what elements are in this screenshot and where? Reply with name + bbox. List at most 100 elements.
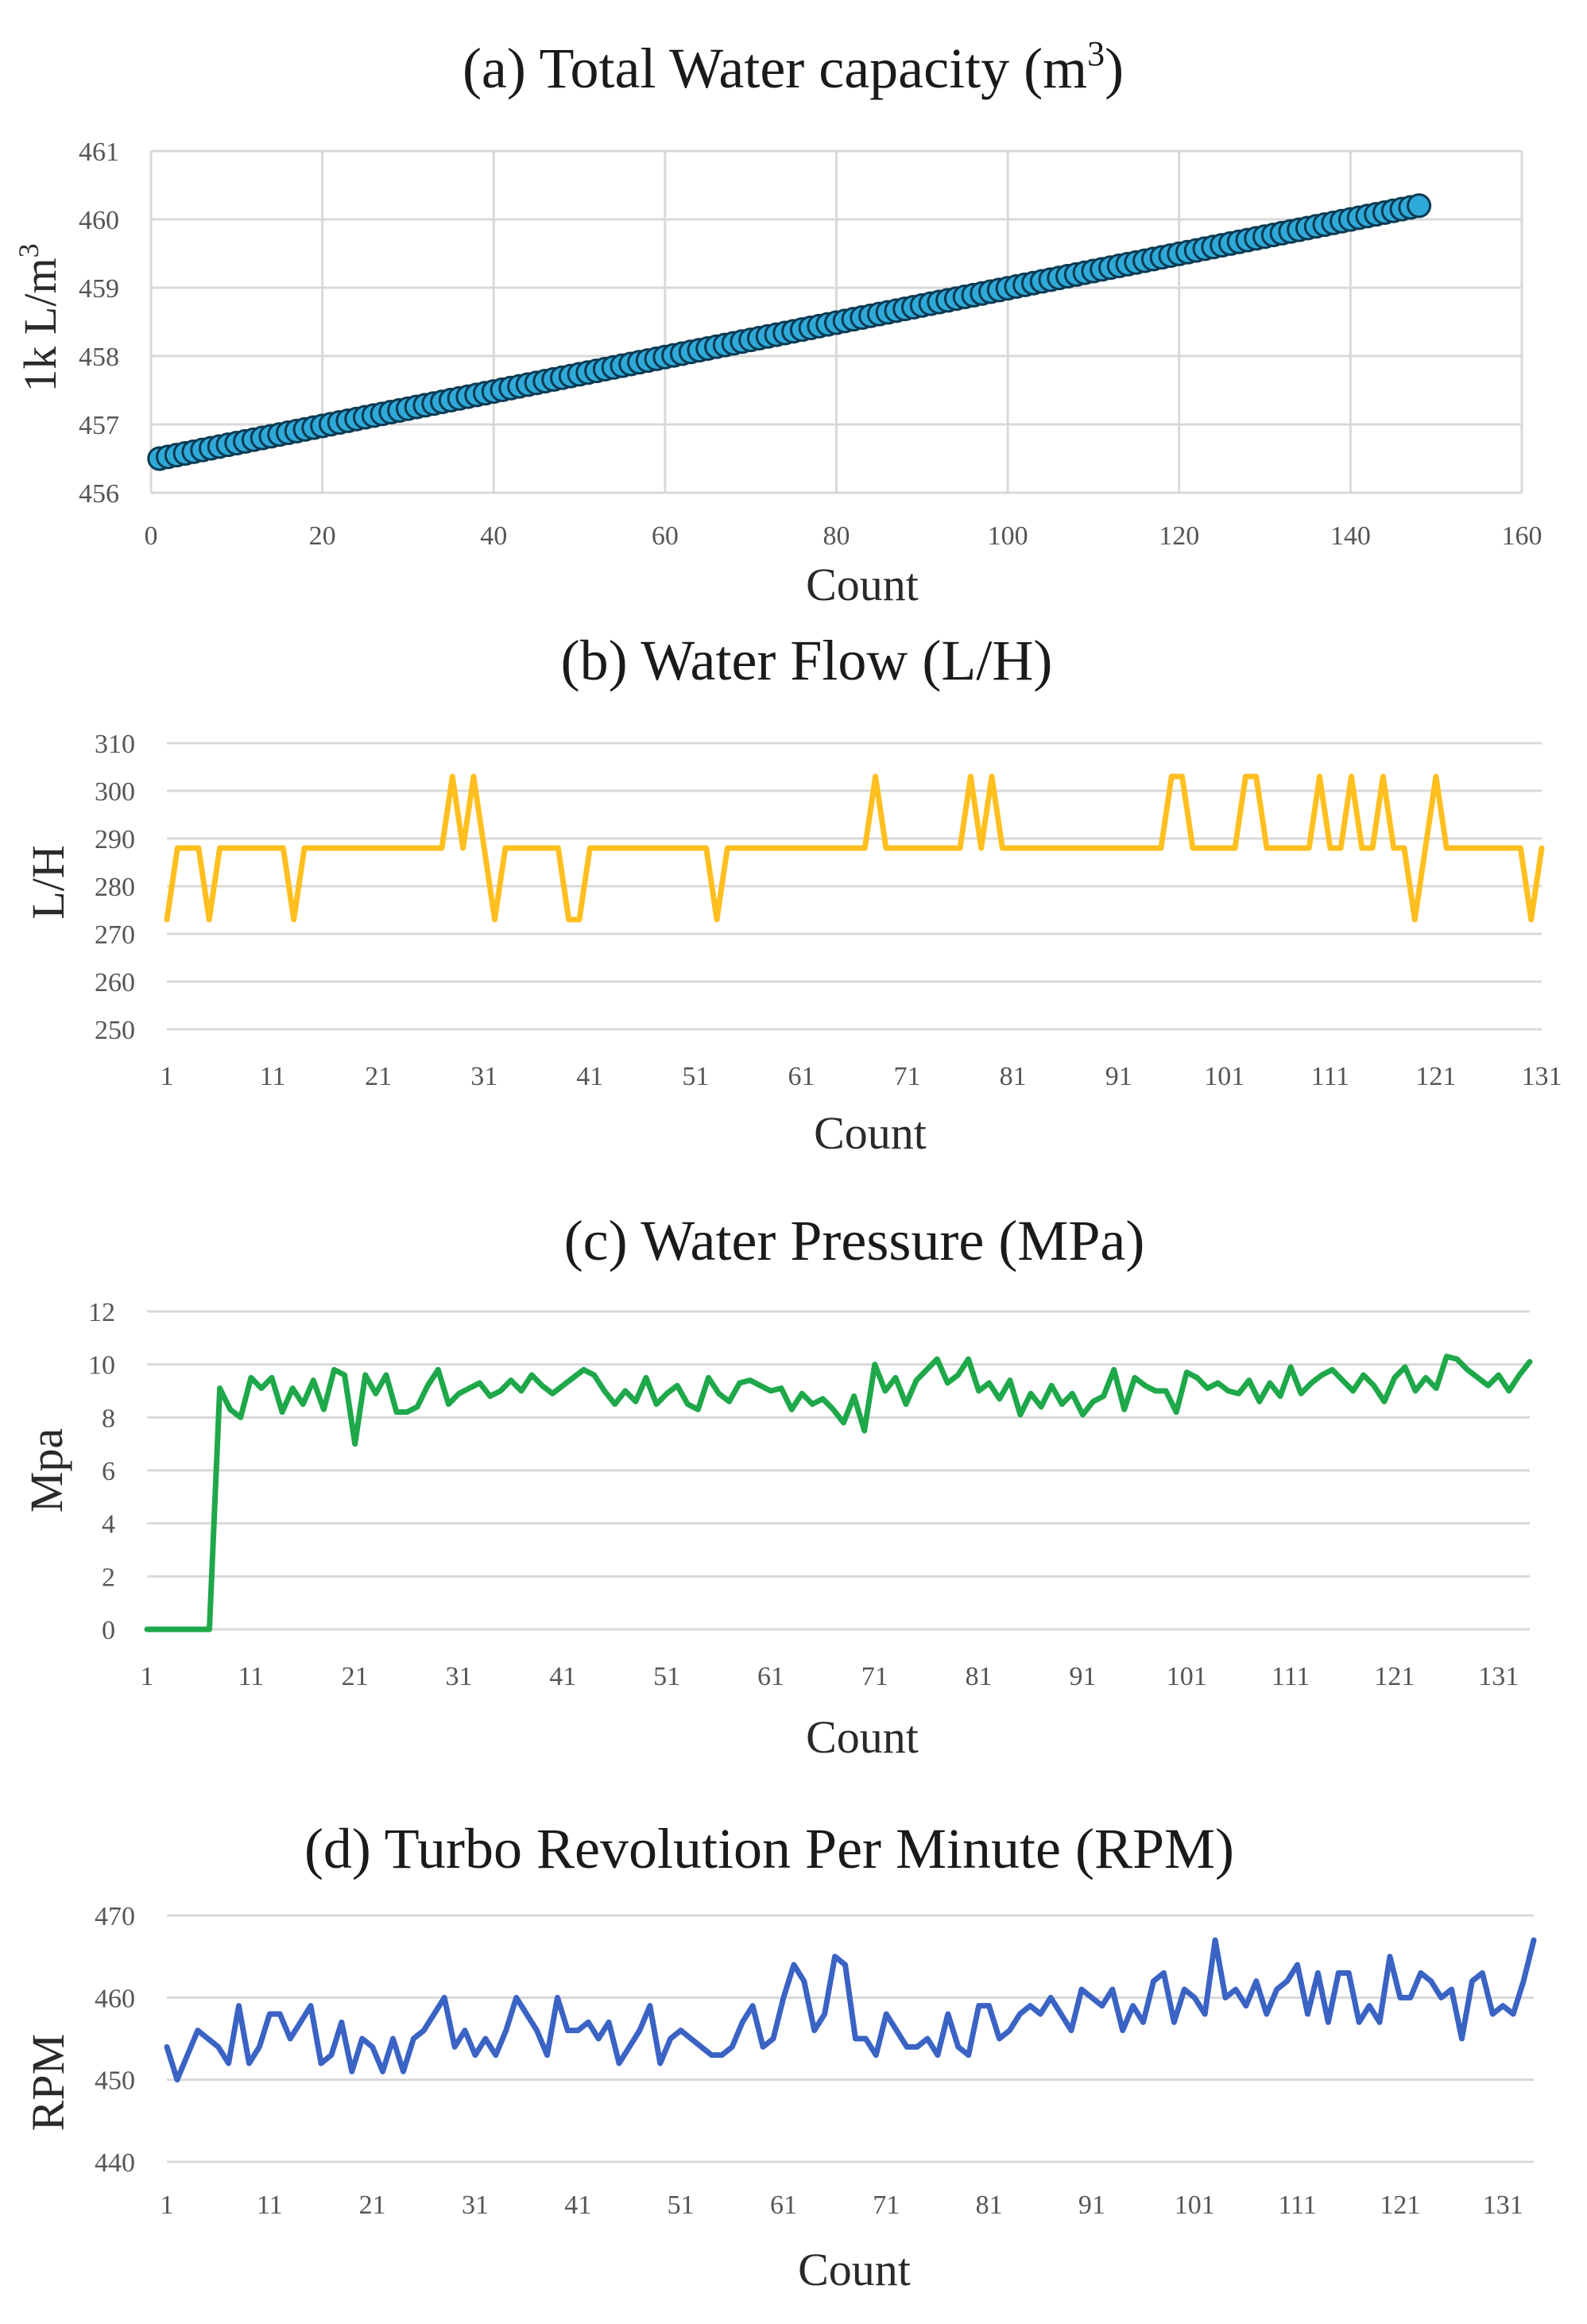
panel-c-y-tick-label: 2: [102, 1563, 115, 1592]
panel-b-y-axis-label: L/H: [22, 845, 74, 919]
panel-d-x-tick-label: 1: [161, 2190, 174, 2220]
panel-b-x-tick-label: 61: [788, 1062, 815, 1091]
panel-b-y-tick-label: 280: [95, 873, 135, 902]
panel-b-y-tick-label: 260: [95, 968, 135, 997]
panel-d-x-tick-label: 21: [359, 2190, 386, 2220]
panel-d-x-tick-labels: 1 11 21 31 41 51 61 71 81 91 101 111 121 131: [161, 2190, 1523, 2220]
panel-a-data-point: [1407, 193, 1432, 219]
panel-c-y-tick-label: 12: [88, 1298, 115, 1327]
panel-d-y-tick-label: 460: [95, 1984, 135, 2013]
panel-d-title: (d) Turbo Revolution Per Minute (RPM): [304, 1817, 1234, 1881]
panel-b-y-tick-label: 270: [95, 920, 135, 950]
panel-b-y-tick-label: 250: [95, 1016, 135, 1045]
panel-c-x-tick-label: 61: [757, 1662, 784, 1691]
panel-d-x-tick-label: 71: [873, 2190, 900, 2220]
panel-c-y-tick-label: 4: [102, 1510, 115, 1540]
panel-a-x-tick-label: 0: [145, 521, 158, 551]
panel-b-x-tick-label: 121: [1415, 1062, 1456, 1091]
panel-d-y-tick-label: 440: [95, 2148, 135, 2178]
panel-a: (a) Total Water capacity (m3) 456 457 458 4…: [13, 34, 1542, 610]
panel-c-y-tick-label: 6: [102, 1457, 115, 1486]
panel-a-gridlines: [149, 149, 1523, 494]
panel-c-x-tick-label: 21: [342, 1662, 369, 1691]
panel-b-x-axis-label: Count: [814, 1107, 927, 1159]
panel-b-x-tick-label: 1: [161, 1062, 174, 1091]
panel-c-title: (c) Water Pressure (MPa): [564, 1209, 1145, 1272]
panel-b-x-tick-label: 51: [682, 1062, 709, 1091]
panel-d-x-tick-label: 41: [564, 2190, 591, 2220]
panel-d-x-axis-label: Count: [798, 2244, 911, 2295]
panel-c-y-tick-label: 10: [88, 1351, 115, 1381]
panel-c-x-tick-label: 111: [1272, 1662, 1310, 1691]
panel-d-x-tick-label: 131: [1483, 2190, 1523, 2220]
panel-d-x-tick-label: 111: [1278, 2190, 1316, 2220]
panel-d-y-axis-label: RPM: [22, 2034, 74, 2132]
panel-d-x-tick-label: 81: [976, 2190, 1003, 2220]
panel-b-gridlines: [167, 742, 1542, 1031]
panel-b-x-tick-label: 111: [1311, 1062, 1349, 1091]
panel-b-y-tick-label: 310: [95, 730, 135, 759]
panel-d-y-tick-label: 470: [95, 1902, 135, 1931]
panel-d-x-tick-label: 101: [1175, 2190, 1215, 2220]
panel-a-y-axis-label: 1k L/m3: [13, 243, 66, 392]
panel-b-series-line: [164, 773, 1545, 923]
panel-b-x-tick-label: 101: [1204, 1062, 1244, 1091]
panel-c-x-tick-label: 51: [653, 1662, 680, 1691]
panel-b-data-series: [164, 773, 1545, 923]
panel-c-x-tick-label: 71: [861, 1662, 888, 1691]
panel-c-y-axis-label: Mpa: [21, 1428, 72, 1513]
panel-a-x-tick-label: 160: [1502, 521, 1542, 551]
panel-b-x-tick-label: 81: [1000, 1062, 1027, 1091]
panel-a-x-tick-label: 120: [1159, 521, 1199, 551]
panel-a-title: (a) Total Water capacity (m3): [463, 34, 1124, 100]
panel-a-y-tick-label: 461: [79, 138, 119, 167]
panel-c-x-tick-label: 91: [1069, 1662, 1096, 1691]
panel-d: (d) Turbo Revolution Per Minute (RPM) 44…: [22, 1817, 1537, 2295]
panel-a-y-tick-label: 457: [79, 411, 119, 440]
panel-b-x-tick-label: 91: [1105, 1062, 1132, 1091]
panel-d-y-tick-labels: 440 450 460 470: [95, 1902, 135, 2178]
panel-a-y-tick-label: 460: [79, 206, 119, 235]
panel-d-gridlines: [167, 1914, 1534, 2163]
panel-c-x-tick-label: 81: [966, 1662, 993, 1691]
panel-a-x-tick-label: 140: [1330, 521, 1371, 551]
panel-b-x-tick-label: 41: [576, 1062, 603, 1091]
panel-b: (b) Water Flow (L/H) 250 260 270 280 290 300 3…: [22, 629, 1562, 1159]
panel-c-x-tick-label: 1: [141, 1662, 154, 1691]
panel-a-y-tick-label: 456: [79, 479, 119, 509]
panel-a-y-tick-label: 458: [79, 343, 119, 372]
panel-a-x-tick-label: 100: [988, 521, 1028, 551]
panel-c-gridlines: [147, 1310, 1530, 1631]
panel-d-y-tick-label: 450: [95, 2066, 135, 2096]
panel-c-x-tick-label: 121: [1374, 1662, 1415, 1691]
panel-b-x-tick-label: 21: [365, 1062, 392, 1091]
panel-d-x-tick-label: 91: [1078, 2190, 1105, 2220]
panel-b-title: (b) Water Flow (L/H): [561, 629, 1053, 692]
panel-b-y-tick-label: 290: [95, 825, 135, 854]
panel-a-x-tick-labels: 0 20 40 60 80 100 120 140 160: [145, 521, 1542, 551]
panel-c-x-tick-label: 41: [549, 1662, 576, 1691]
panel-d-x-tick-label: 51: [668, 2190, 695, 2220]
panel-a-x-tick-label: 60: [652, 521, 679, 551]
panel-c-data-series: [144, 1354, 1533, 1633]
panel-b-x-tick-label: 11: [260, 1062, 286, 1091]
panel-d-series-line: [164, 1937, 1537, 2083]
panel-d-x-tick-label: 121: [1380, 2190, 1420, 2220]
panel-c-x-tick-label: 11: [238, 1662, 264, 1691]
panel-a-x-tick-label: 40: [480, 521, 507, 551]
panel-c-y-tick-labels: 0 2 4 6 8 10 12: [88, 1298, 115, 1645]
panel-c-series-line: [144, 1354, 1533, 1633]
panel-c-y-tick-label: 8: [102, 1404, 115, 1433]
panel-b-x-tick-label: 31: [470, 1062, 497, 1091]
panel-c-y-tick-label: 0: [102, 1616, 115, 1645]
panel-a-x-axis-label: Count: [806, 559, 919, 610]
panel-a-y-tick-label: 459: [79, 274, 119, 304]
panel-c-x-tick-label: 31: [445, 1662, 472, 1691]
panel-b-y-tick-label: 300: [95, 777, 135, 807]
panel-d-x-tick-label: 31: [462, 2190, 489, 2220]
panel-c-x-axis-label: Count: [806, 1711, 919, 1763]
panel-d-data-series: [164, 1937, 1537, 2083]
panel-c-x-tick-label: 131: [1478, 1662, 1519, 1691]
